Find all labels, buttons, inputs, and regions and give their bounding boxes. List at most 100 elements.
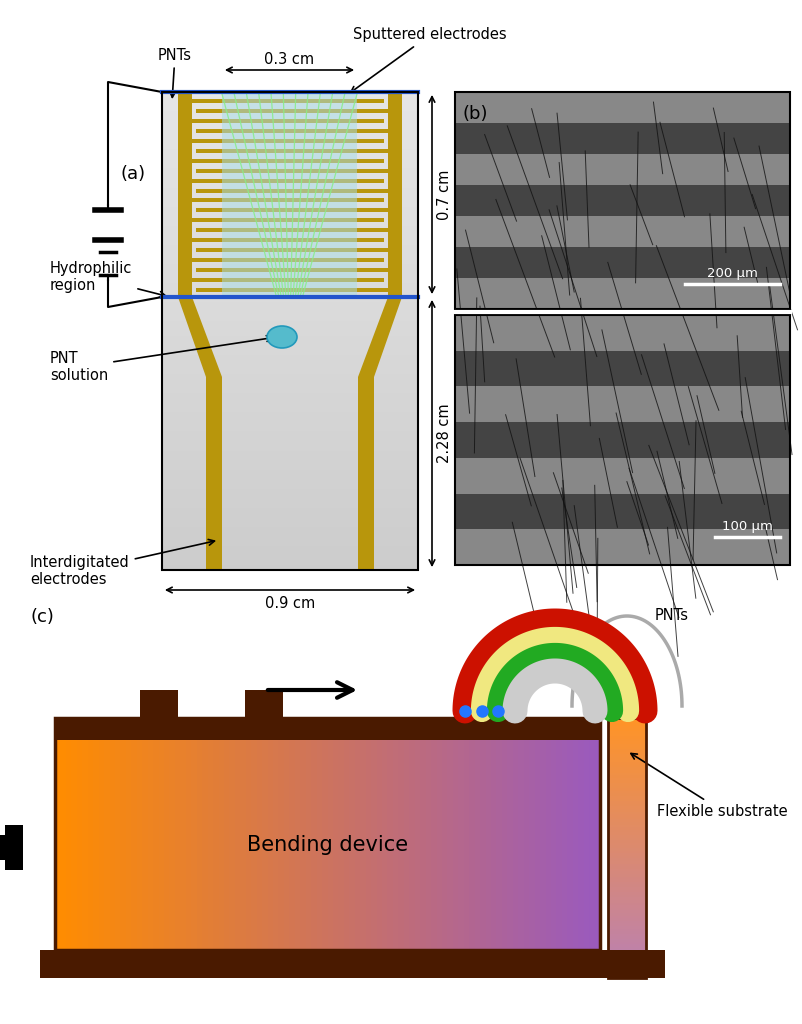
Bar — [608, 780, 646, 784]
Bar — [162, 560, 418, 566]
Bar — [162, 183, 418, 188]
Bar — [175, 740, 181, 950]
Text: PNTs: PNTs — [158, 47, 192, 97]
Bar — [403, 740, 411, 950]
Bar — [608, 726, 646, 729]
Bar — [608, 949, 646, 953]
Bar — [377, 740, 383, 950]
Bar — [366, 740, 372, 950]
Bar — [162, 97, 418, 102]
Bar — [608, 874, 646, 878]
Bar — [142, 740, 148, 950]
Bar — [608, 954, 646, 958]
Bar — [608, 868, 646, 872]
Bar — [455, 216, 790, 247]
Bar — [608, 905, 646, 909]
Bar — [162, 388, 418, 394]
Bar — [608, 902, 646, 906]
Bar — [608, 838, 646, 841]
Bar — [608, 957, 646, 961]
Bar — [162, 355, 418, 360]
Bar — [540, 740, 546, 950]
Bar — [502, 740, 508, 950]
Text: PNTs: PNTs — [655, 608, 689, 624]
Bar — [608, 801, 646, 805]
Bar — [162, 155, 418, 160]
Bar — [545, 740, 552, 950]
Bar — [162, 522, 418, 528]
Bar — [196, 740, 203, 950]
Bar — [469, 740, 476, 950]
Bar — [162, 465, 418, 471]
Bar — [608, 796, 646, 800]
Text: Bending device: Bending device — [247, 835, 408, 855]
Text: Flexible substrate: Flexible substrate — [631, 754, 788, 818]
Bar — [306, 740, 312, 950]
Bar — [420, 740, 427, 950]
Bar — [162, 316, 418, 323]
Bar — [608, 880, 646, 883]
Text: (a): (a) — [120, 165, 145, 183]
Bar — [273, 740, 279, 950]
Bar — [140, 690, 178, 718]
Bar — [608, 858, 646, 862]
Bar — [508, 740, 514, 950]
Bar — [608, 947, 646, 950]
Bar — [162, 121, 418, 126]
Bar — [327, 740, 334, 950]
Bar — [162, 556, 418, 561]
Bar — [431, 740, 438, 950]
Bar — [455, 386, 790, 422]
Bar — [608, 890, 646, 893]
Text: Interdigitated
electrodes: Interdigitated electrodes — [30, 540, 214, 588]
Bar — [278, 740, 285, 950]
Bar — [180, 740, 187, 950]
Bar — [162, 408, 418, 414]
Bar — [162, 441, 418, 446]
Bar — [608, 750, 646, 753]
Bar — [245, 690, 283, 718]
Bar — [162, 537, 418, 543]
Bar — [126, 740, 132, 950]
Bar — [360, 740, 367, 950]
Bar — [196, 228, 388, 232]
Bar — [608, 757, 646, 761]
Bar — [93, 740, 99, 950]
Bar — [608, 741, 646, 745]
Bar — [608, 812, 646, 815]
Bar — [162, 150, 418, 156]
Bar — [436, 740, 443, 950]
Bar — [162, 164, 418, 170]
Bar — [455, 185, 790, 216]
Bar — [455, 529, 790, 565]
Bar — [608, 736, 646, 739]
Bar — [192, 279, 384, 282]
Bar — [162, 307, 418, 313]
Bar — [224, 740, 230, 950]
Bar — [162, 245, 418, 251]
Bar — [268, 740, 274, 950]
Bar — [491, 740, 497, 950]
Bar — [178, 92, 192, 297]
Bar — [162, 198, 418, 203]
Bar — [162, 322, 418, 328]
Bar — [104, 740, 111, 950]
Bar — [169, 740, 176, 950]
Bar — [290, 740, 296, 950]
Bar — [608, 970, 646, 974]
Bar — [393, 740, 399, 950]
Bar — [608, 976, 646, 979]
Bar — [162, 494, 418, 500]
Bar — [162, 384, 418, 389]
Bar — [162, 503, 418, 509]
Bar — [162, 402, 418, 409]
Bar — [608, 882, 646, 886]
Bar — [317, 740, 323, 950]
Bar — [162, 460, 418, 466]
Bar — [241, 740, 247, 950]
Bar — [162, 488, 418, 495]
Bar — [529, 740, 536, 950]
Text: (c): (c) — [30, 608, 54, 626]
Bar — [162, 187, 418, 194]
Text: Sputtered electrodes: Sputtered electrodes — [350, 28, 507, 92]
